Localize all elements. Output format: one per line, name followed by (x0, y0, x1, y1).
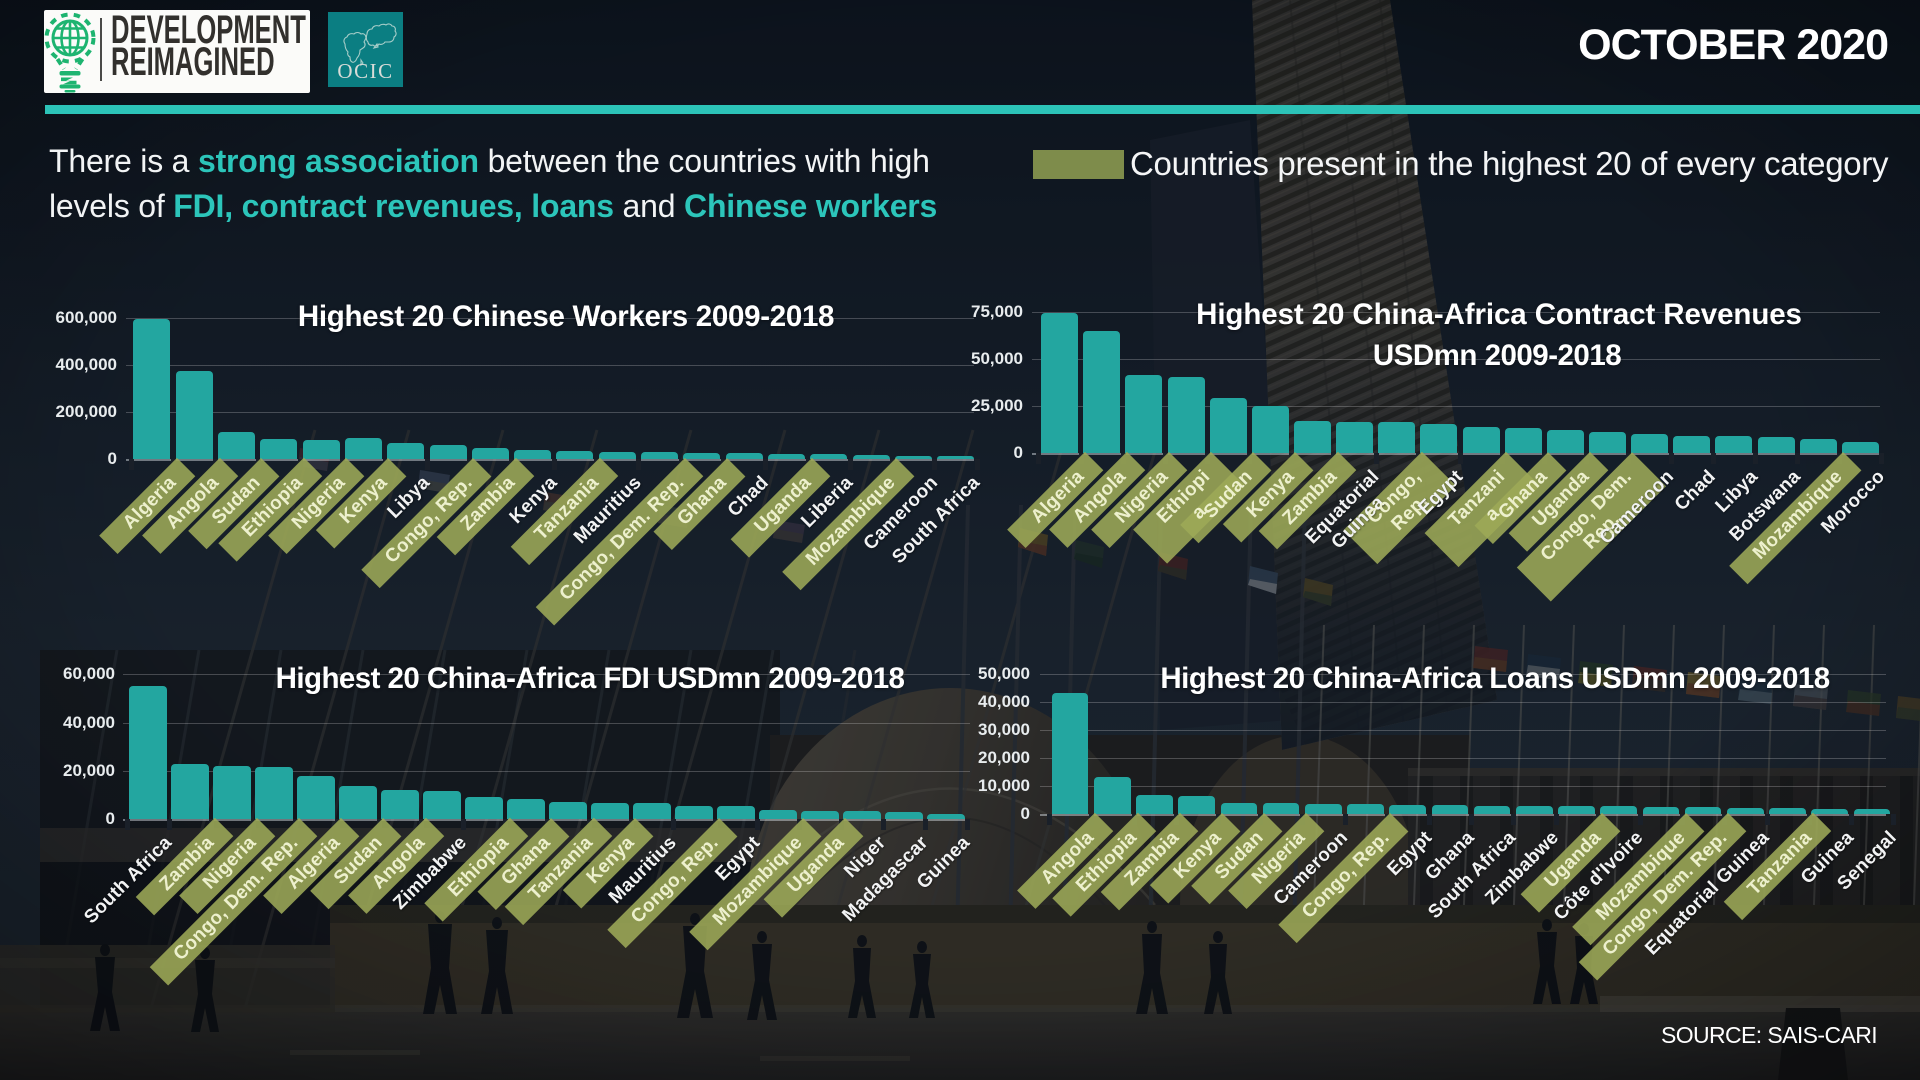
svg-text:OCIC: OCIC (337, 59, 393, 83)
